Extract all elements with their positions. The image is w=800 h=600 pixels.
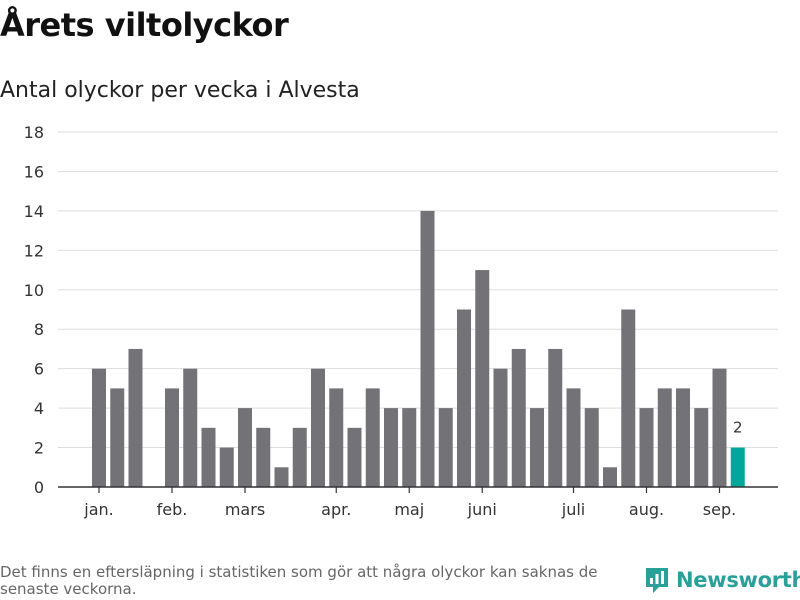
bar	[694, 408, 709, 487]
bar	[128, 348, 143, 487]
bar	[457, 309, 471, 487]
bar	[402, 408, 417, 487]
y-tick-label: 6	[34, 360, 44, 379]
x-tick-label: aug.	[629, 500, 664, 519]
footnote: Det finns en eftersläpning i statistiken…	[0, 563, 598, 598]
x-tick-label: juli	[561, 500, 585, 519]
y-tick-label: 14	[24, 202, 44, 221]
chart-subtitle: Antal olyckor per vecka i Alvesta	[0, 78, 360, 103]
bar	[584, 408, 599, 487]
bar	[347, 427, 362, 487]
brand-logo: Newsworthy	[644, 566, 800, 594]
bar	[256, 427, 271, 487]
bar	[530, 408, 544, 487]
bar	[639, 408, 654, 487]
y-tick-label: 16	[24, 162, 44, 181]
y-tick-label: 4	[34, 399, 44, 418]
bar	[548, 348, 563, 487]
bar	[329, 388, 344, 487]
bar-highlight	[730, 447, 745, 487]
bar	[292, 427, 307, 487]
x-tick-label: sep.	[703, 500, 736, 519]
chart-title: Årets viltolyckor	[0, 6, 289, 44]
bar	[566, 388, 581, 487]
bar	[238, 408, 252, 487]
bar	[657, 388, 672, 487]
x-tick-label: jan.	[83, 500, 113, 519]
bar	[493, 368, 508, 487]
bar	[183, 368, 198, 487]
bar	[676, 388, 690, 487]
bar	[219, 447, 234, 487]
y-tick-label: 8	[34, 320, 44, 339]
y-tick-label: 18	[24, 123, 44, 142]
bar	[365, 388, 380, 487]
bar	[511, 348, 526, 487]
x-tick-label: mars	[225, 500, 265, 519]
bar-chart: 0 2 4 6 8 10 12 14 16 18 2 jan. feb. mars apr. maj juni j…	[24, 123, 778, 519]
bar	[92, 368, 106, 487]
y-tick-label: 10	[24, 281, 44, 300]
bar	[420, 210, 435, 487]
bar	[110, 388, 125, 487]
bar	[438, 408, 453, 487]
brand-name: Newsworthy	[676, 568, 800, 592]
bar	[475, 270, 490, 487]
bar-data-label: 2	[733, 419, 743, 437]
bar	[603, 467, 617, 487]
y-tick-label: 12	[24, 241, 44, 260]
newsworthy-icon	[646, 568, 668, 593]
bar	[274, 467, 289, 487]
bar	[311, 368, 325, 487]
bar	[712, 368, 727, 487]
y-tick-label: 0	[34, 478, 44, 497]
bar	[201, 427, 216, 487]
x-tick-label: feb.	[157, 500, 188, 519]
bar	[621, 309, 636, 487]
x-tick-label: juni	[467, 500, 497, 519]
x-tick-label: maj	[394, 500, 424, 519]
bar	[384, 408, 398, 487]
x-tick-label: apr.	[321, 500, 351, 519]
bar	[165, 388, 179, 487]
y-tick-label: 2	[34, 439, 44, 458]
